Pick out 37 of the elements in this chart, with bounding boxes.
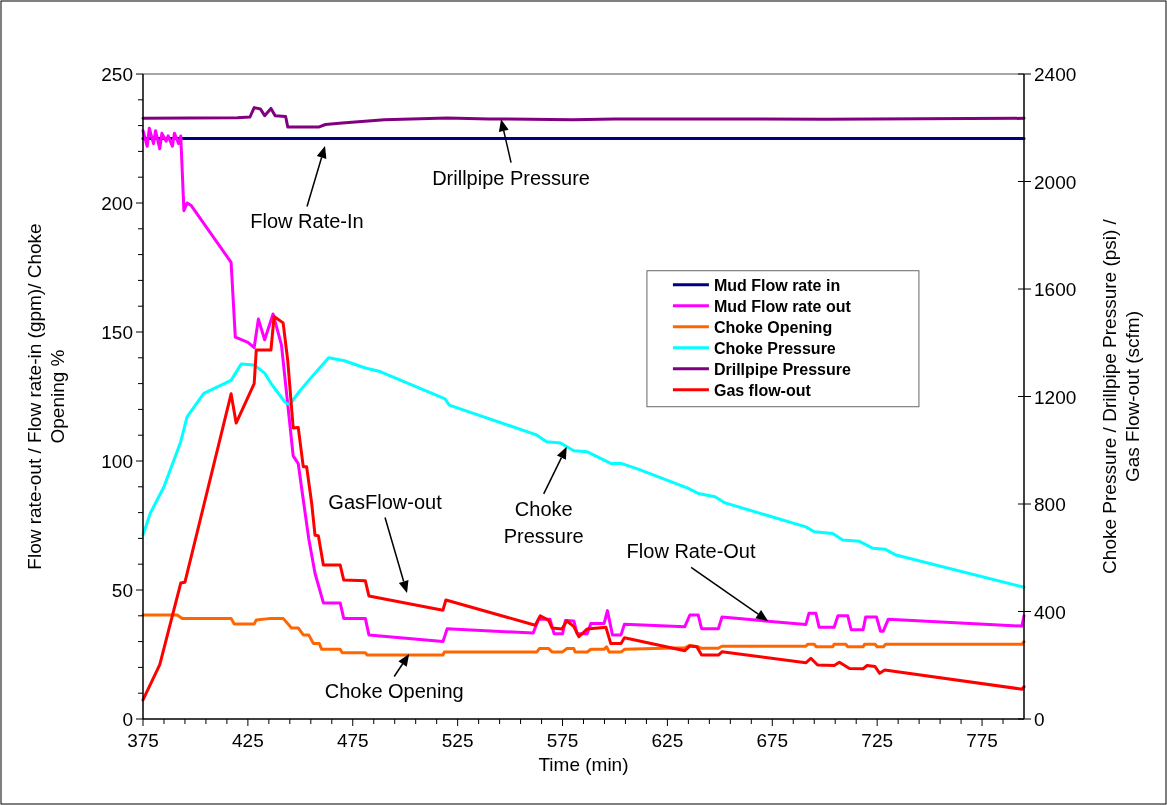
annotation: GasFlow-out (328, 490, 443, 513)
annotation: Flow Rate-In (250, 210, 364, 233)
y-tick-label: 50 (111, 580, 133, 601)
legend-label: Mud Flow rate in (713, 276, 841, 294)
legend-label: Gas flow-out (713, 381, 812, 399)
x-tick-label: 475 (336, 730, 369, 751)
y-tick-label: 150 (101, 322, 133, 343)
legend-label: Mud Flow rate out (713, 297, 852, 315)
x-tick-label: 725 (861, 730, 894, 751)
y2-tick-label: 400 (1034, 601, 1066, 623)
y2-tick-label: 1600 (1034, 279, 1077, 300)
annotation: Drillpipe Pressure (432, 166, 590, 189)
x-tick-label: 625 (651, 730, 684, 751)
y2-tick-label: 0 (1034, 709, 1045, 730)
legend-label: Drillpipe Pressure (713, 360, 851, 378)
y2-tick-label: 800 (1034, 494, 1066, 515)
y2-axis-title: Choke Pressure / Drillpipe Pressure (psi) / Gas Flow-out (scfm) (1099, 218, 1143, 574)
legend-label: Choke Opening (713, 318, 833, 336)
y-tick-label: 0 (122, 709, 133, 730)
annotation: Flow Rate-Out (626, 540, 756, 563)
x-tick-label: 525 (441, 730, 474, 751)
x-tick-label: 675 (756, 730, 789, 751)
y-tick-label: 100 (101, 451, 133, 472)
y2-tick-label: 2000 (1034, 171, 1077, 193)
annotation: Choke Pressure (503, 497, 584, 547)
x-axis-title: Time (min) (538, 754, 629, 775)
legend-label: Choke Pressure (713, 339, 836, 357)
y2-tick-label: 1200 (1034, 386, 1077, 408)
y2-tick-label: 2400 (1034, 64, 1077, 85)
y-axis-title: Flow rate-out / Flow rate-in (gpm)/ Choke Opening % (24, 223, 68, 570)
y-tick-label: 200 (101, 193, 133, 214)
x-tick-label: 375 (127, 730, 159, 751)
x-tick-label: 575 (546, 730, 579, 751)
x-tick-label: 425 (232, 730, 264, 751)
x-tick-label: 775 (966, 730, 998, 751)
y-tick-label: 250 (101, 64, 133, 85)
annotation: Choke Opening (324, 680, 464, 703)
